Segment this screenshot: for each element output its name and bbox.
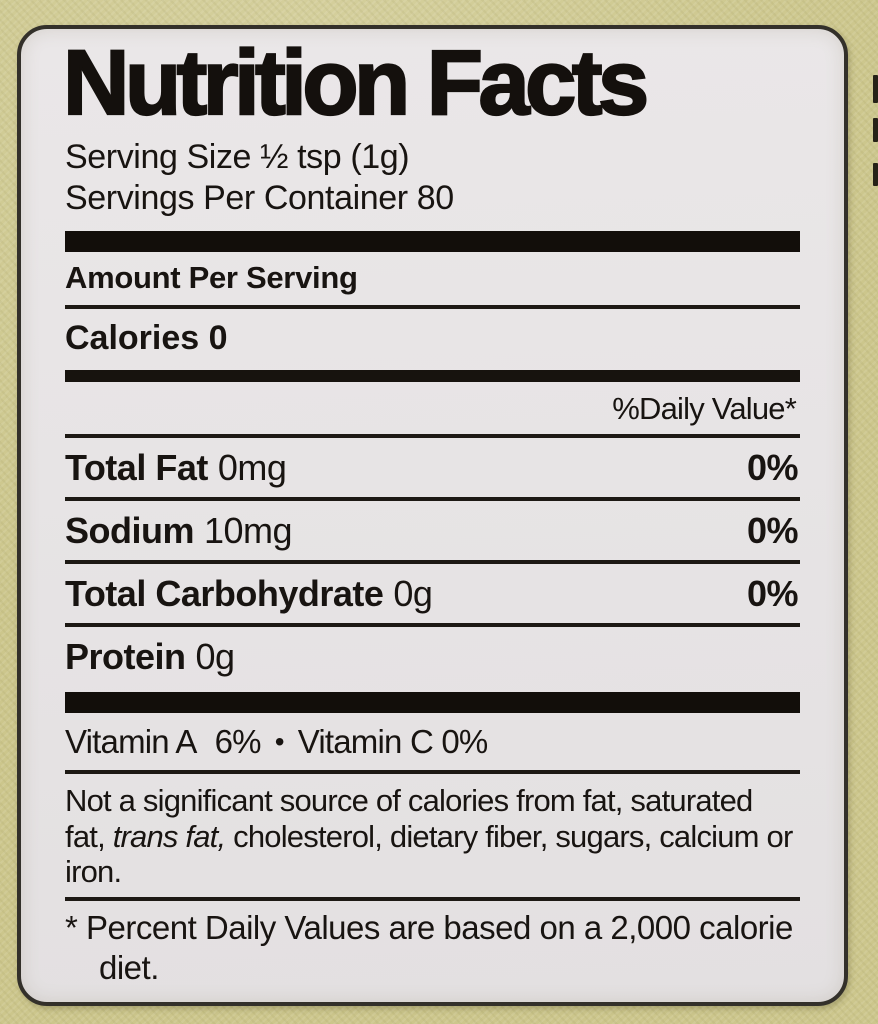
- nutrient-name-amount: Total Fat 0mg: [65, 447, 287, 489]
- nutrient-amount: 0g: [393, 573, 433, 615]
- daily-value-heading: %Daily Value*: [612, 391, 797, 427]
- nutrient-daily-value: 0%: [746, 447, 799, 489]
- vitamin-c-value: 0%: [441, 723, 488, 761]
- thin-rule: [65, 497, 800, 502]
- thin-rule: [65, 770, 800, 775]
- edge-artifact: [873, 118, 878, 142]
- nutrient-name: Protein: [65, 636, 186, 678]
- disclaimer-after: cholesterol, dietary fiber, sugars, calc…: [65, 818, 793, 890]
- nutrient-amount: 0g: [195, 636, 236, 678]
- thick-rule: [65, 692, 800, 714]
- thin-rule: [65, 897, 800, 902]
- thin-rule: [65, 434, 800, 439]
- edge-artifact: [873, 163, 878, 186]
- nutrient-name-amount: Protein 0g: [65, 636, 235, 678]
- vitamin-a-value: 6%: [214, 723, 262, 761]
- nutrient-name: Total Fat: [65, 447, 208, 489]
- nutrition-facts-label: Nutrition Facts Serving Size ½ tsp (1g) …: [17, 25, 848, 1006]
- bullet-separator: •: [274, 726, 285, 758]
- medium-rule: [65, 370, 800, 383]
- nutrient-amount: 10mg: [204, 510, 293, 552]
- label-title: Nutrition Facts: [62, 32, 650, 134]
- nutrient-row-protein: Protein 0g: [65, 627, 800, 686]
- photo-edge-artifacts: [872, 0, 878, 300]
- nutrient-name: Total Carbohydrate: [65, 573, 384, 615]
- disclaimer-before: Not a significant source of calories fro…: [65, 783, 753, 854]
- thin-rule: [65, 623, 800, 628]
- vitamin-a-label: Vitamin A: [65, 723, 197, 761]
- thin-rule: [65, 560, 800, 565]
- nutrient-name: Sodium: [65, 510, 195, 552]
- nutrient-amount: 0mg: [217, 447, 287, 489]
- disclaimer-text: Not a significant source of calories fro…: [65, 774, 800, 897]
- thick-rule: [65, 231, 800, 253]
- thin-rule: [65, 305, 800, 310]
- edge-artifact: [873, 75, 878, 103]
- nutrient-name-amount: Total Carbohydrate 0g: [65, 573, 433, 615]
- nutrient-row-sodium: Sodium 10mg 0%: [65, 501, 800, 560]
- footnote-text: * Percent Daily Values are based on a 2,…: [65, 909, 793, 986]
- nutrient-daily-value: 0%: [746, 510, 799, 552]
- amount-per-serving-heading: Amount Per Serving: [65, 260, 358, 296]
- vitamins-line: Vitamin A 6% • Vitamin C 0%: [65, 713, 800, 770]
- serving-size-line: Serving Size ½ tsp (1g): [65, 137, 410, 176]
- nutrient-name-amount: Sodium 10mg: [65, 510, 293, 552]
- disclaimer-italic-trans-fat: trans fat,: [112, 818, 226, 854]
- vitamin-c-label: Vitamin C: [297, 723, 434, 761]
- nutrient-row-total-fat: Total Fat 0mg 0%: [65, 438, 800, 497]
- calories-line: Calories 0: [65, 319, 228, 358]
- nutrient-daily-value: 0%: [746, 573, 799, 615]
- servings-per-container-line: Servings Per Container 80: [65, 178, 454, 217]
- nutrient-row-total-carbohydrate: Total Carbohydrate 0g 0%: [65, 564, 800, 623]
